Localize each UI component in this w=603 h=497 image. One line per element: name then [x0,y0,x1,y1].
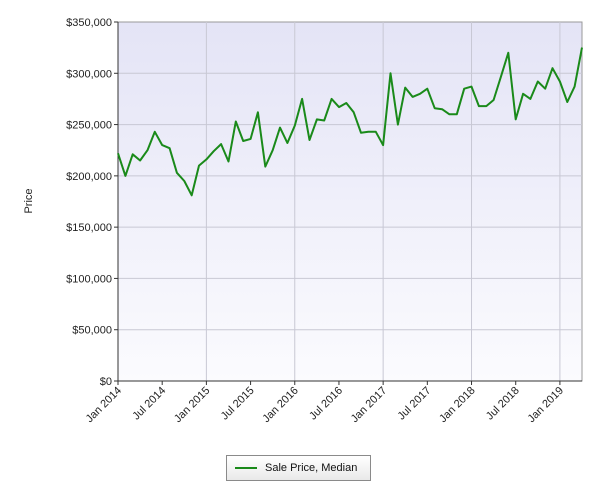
y-tick-label: $50,000 [72,325,112,337]
x-tick-label: Jul 2016 [307,385,345,423]
x-tick-label: Jul 2018 [484,385,522,423]
legend: Sale Price, Median [226,455,371,481]
legend-label: Sale Price, Median [265,462,358,474]
x-tick-label: Jul 2015 [219,385,257,423]
y-tick-label: $0 [100,376,112,388]
x-tick-label: Jul 2017 [396,385,434,423]
y-tick-label: $250,000 [66,120,112,132]
y-axis-title: Price [23,188,35,213]
series-layer [117,47,583,197]
y-tick-label: $200,000 [66,171,112,183]
x-tick-label: Jul 2014 [130,385,168,423]
x-tick-label: Jan 2018 [437,385,477,425]
y-tick-label: $300,000 [66,68,112,80]
x-tick-label: Jan 2015 [172,385,212,425]
x-tick-label: Jan 2016 [260,385,300,425]
x-tick-label: Jan 2019 [526,385,566,425]
series-line [117,47,583,197]
x-tick-label: Jan 2017 [349,385,389,425]
x-tick-label: Jan 2014 [84,385,124,425]
y-axis: $0 $50,000 $100,000 $150,000 $200,000 $250,00… [66,17,119,388]
plot-background [117,21,583,382]
x-axis: Jan 2014 Jul 2014 Jan 2015 Jul 2015 Jan 2016… [84,380,582,425]
legend-line-swatch [235,467,257,469]
y-tick-label: $100,000 [66,273,112,285]
y-tick-label: $150,000 [66,222,112,234]
y-tick-label: $350,000 [66,17,112,29]
